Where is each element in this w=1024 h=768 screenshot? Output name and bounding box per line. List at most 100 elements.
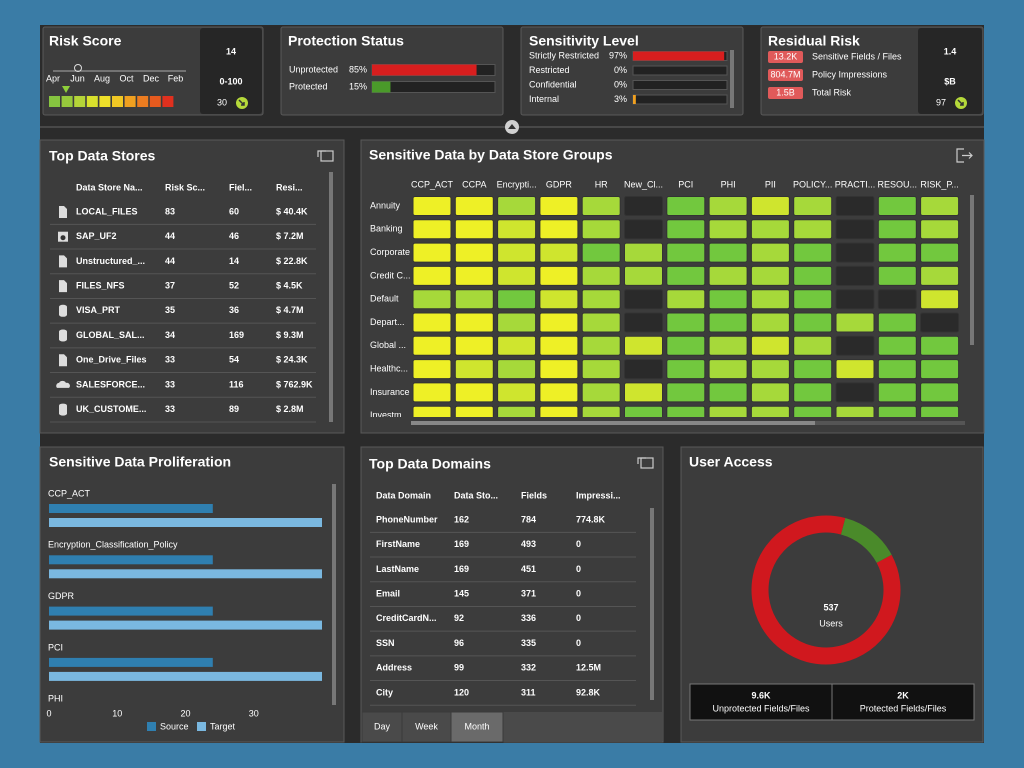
scrollbar[interactable] [332, 484, 336, 705]
scrollbar[interactable] [411, 421, 815, 425]
heat-cell[interactable] [498, 313, 536, 332]
heat-cell[interactable] [455, 313, 493, 332]
heat-cell[interactable] [413, 290, 451, 309]
heat-cell[interactable] [582, 243, 620, 262]
heat-cell[interactable] [751, 220, 789, 239]
heat-cell[interactable] [540, 220, 578, 239]
heat-cell[interactable] [498, 290, 536, 309]
heat-cell[interactable] [413, 220, 451, 239]
heat-cell[interactable] [540, 243, 578, 262]
heat-cell[interactable] [751, 266, 789, 285]
heat-cell[interactable] [836, 290, 874, 309]
heat-cell[interactable] [921, 290, 959, 309]
heat-cell[interactable] [625, 383, 663, 402]
heat-cell[interactable] [667, 266, 705, 285]
heat-cell[interactable] [921, 220, 959, 239]
heat-cell[interactable] [836, 336, 874, 355]
heat-cell[interactable] [498, 243, 536, 262]
heat-cell[interactable] [582, 266, 620, 285]
heat-cell[interactable] [709, 383, 747, 402]
heat-cell[interactable] [836, 383, 874, 402]
heat-cell[interactable] [413, 336, 451, 355]
heat-cell[interactable] [413, 243, 451, 262]
heat-cell[interactable] [709, 360, 747, 379]
heat-cell[interactable] [498, 383, 536, 402]
heat-cell[interactable] [455, 197, 493, 216]
heat-cell[interactable] [878, 313, 916, 332]
heat-cell[interactable] [582, 220, 620, 239]
heat-cell[interactable] [794, 266, 832, 285]
heat-cell[interactable] [836, 266, 874, 285]
heat-cell[interactable] [582, 360, 620, 379]
heat-cell[interactable] [878, 290, 916, 309]
heat-cell[interactable] [921, 243, 959, 262]
heat-cell[interactable] [455, 220, 493, 239]
heat-cell[interactable] [709, 336, 747, 355]
heat-cell[interactable] [921, 360, 959, 379]
heat-cell[interactable] [540, 290, 578, 309]
heat-cell[interactable] [625, 290, 663, 309]
heat-cell[interactable] [625, 360, 663, 379]
scrollbar[interactable] [650, 508, 654, 700]
scrollbar[interactable] [329, 172, 333, 422]
heat-cell[interactable] [625, 313, 663, 332]
heat-cell[interactable] [625, 336, 663, 355]
heat-cell[interactable] [836, 220, 874, 239]
heat-cell[interactable] [413, 197, 451, 216]
heat-cell[interactable] [921, 266, 959, 285]
heat-cell[interactable] [667, 360, 705, 379]
heat-cell[interactable] [413, 266, 451, 285]
heat-cell[interactable] [540, 266, 578, 285]
heat-cell[interactable] [751, 383, 789, 402]
heat-cell[interactable] [498, 266, 536, 285]
heat-cell[interactable] [794, 383, 832, 402]
heat-cell[interactable] [582, 383, 620, 402]
heat-cell[interactable] [794, 336, 832, 355]
heat-cell[interactable] [455, 383, 493, 402]
heat-cell[interactable] [625, 243, 663, 262]
heat-cell[interactable] [667, 220, 705, 239]
heat-cell[interactable] [878, 243, 916, 262]
heat-cell[interactable] [540, 197, 578, 216]
heat-cell[interactable] [878, 336, 916, 355]
heat-cell[interactable] [836, 360, 874, 379]
heat-cell[interactable] [498, 197, 536, 216]
heat-cell[interactable] [540, 383, 578, 402]
heat-cell[interactable] [794, 197, 832, 216]
heat-cell[interactable] [667, 336, 705, 355]
heat-cell[interactable] [413, 360, 451, 379]
heat-cell[interactable] [455, 266, 493, 285]
heat-cell[interactable] [878, 383, 916, 402]
heat-cell[interactable] [921, 313, 959, 332]
heat-cell[interactable] [921, 336, 959, 355]
heat-cell[interactable] [836, 243, 874, 262]
heat-cell[interactable] [921, 197, 959, 216]
heat-cell[interactable] [540, 360, 578, 379]
heat-cell[interactable] [498, 336, 536, 355]
heat-cell[interactable] [667, 313, 705, 332]
heat-cell[interactable] [709, 313, 747, 332]
heat-cell[interactable] [836, 197, 874, 216]
heat-cell[interactable] [878, 360, 916, 379]
heat-cell[interactable] [582, 290, 620, 309]
heat-cell[interactable] [455, 336, 493, 355]
heat-cell[interactable] [582, 197, 620, 216]
heat-cell[interactable] [794, 290, 832, 309]
heat-cell[interactable] [794, 243, 832, 262]
heat-cell[interactable] [794, 360, 832, 379]
heat-cell[interactable] [625, 266, 663, 285]
scrollbar[interactable] [730, 50, 734, 108]
heat-cell[interactable] [709, 243, 747, 262]
heat-cell[interactable] [751, 197, 789, 216]
heat-cell[interactable] [709, 266, 747, 285]
heat-cell[interactable] [751, 313, 789, 332]
heat-cell[interactable] [751, 360, 789, 379]
heat-cell[interactable] [625, 197, 663, 216]
heat-cell[interactable] [582, 313, 620, 332]
heat-cell[interactable] [794, 313, 832, 332]
heat-cell[interactable] [709, 220, 747, 239]
heat-cell[interactable] [878, 220, 916, 239]
heat-cell[interactable] [709, 197, 747, 216]
heat-cell[interactable] [413, 383, 451, 402]
heat-cell[interactable] [667, 197, 705, 216]
